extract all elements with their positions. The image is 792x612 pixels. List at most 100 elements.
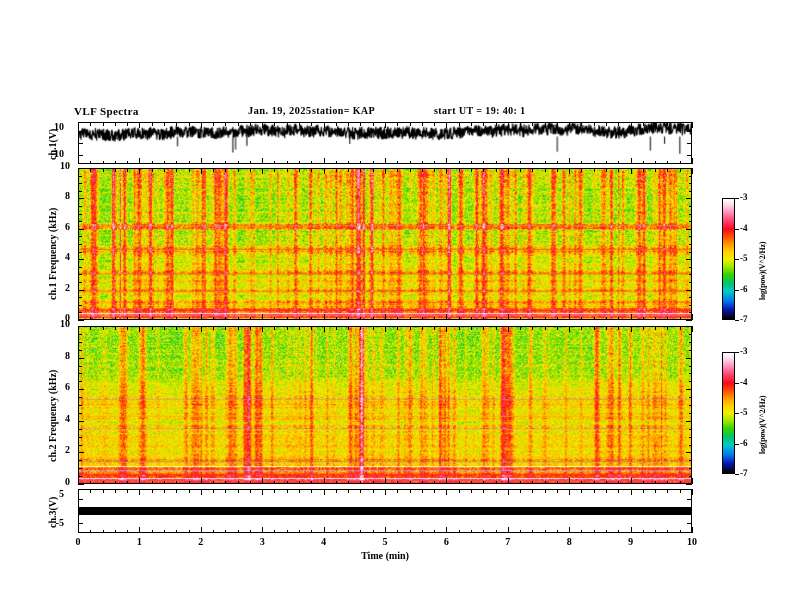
colorbar-tick-label-ch2: -5: [740, 407, 748, 417]
x-tick-mark: [692, 527, 693, 533]
x-tick-mark: [90, 326, 92, 330]
x-tick-mark: [434, 489, 436, 493]
y-tick-mark: [688, 175, 692, 177]
y-tick-mark: [688, 244, 692, 245]
x-tick-mark: [274, 160, 276, 164]
x-tick-mark: [213, 326, 215, 330]
x-tick-mark: [78, 527, 79, 533]
x-tick-mark: [348, 316, 350, 320]
x-tick-mark: [593, 326, 595, 330]
x-tick-mark: [188, 122, 190, 126]
x-tick-mark: [581, 122, 583, 126]
x-tick-mark: [458, 480, 460, 484]
y-tick-mark: [688, 221, 692, 223]
x-tick-mark: [372, 326, 374, 330]
x-tick-mark: [225, 160, 227, 164]
x-tick-mark: [667, 480, 669, 484]
x-tick-mark: [286, 168, 288, 172]
x-tick-mark: [139, 314, 141, 320]
x-tick-mark: [655, 168, 657, 172]
start-ut-label: start UT = 19: 40: 1: [434, 106, 526, 117]
x-tick-mark: [176, 489, 178, 493]
x-tick-mark: [286, 489, 288, 493]
x-tick-mark: [151, 160, 153, 164]
x-tick-mark: [213, 122, 215, 126]
x-tick-mark: [102, 529, 104, 533]
colorbar-tick-label-ch2: -6: [740, 437, 748, 448]
x-tick-mark: [544, 122, 546, 126]
x-tick-mark: [458, 326, 460, 330]
x-tick-mark: [446, 478, 448, 484]
x-tick-mark: [434, 326, 436, 330]
x-tick-mark: [78, 314, 79, 320]
x-tick-mark: [237, 489, 239, 493]
x-tick-mark: [163, 316, 165, 320]
x-tick-mark: [151, 326, 153, 330]
colorbar-tick: [735, 413, 739, 414]
x-tick-mark: [679, 489, 681, 493]
x-tick-mark: [483, 316, 485, 320]
x-tick-mark: [176, 529, 178, 533]
x-tick-mark: [249, 480, 251, 484]
x-tick-mark: [114, 168, 116, 172]
ch2-spectrogram-plot-area: [79, 327, 691, 483]
x-tick-mark: [397, 529, 399, 533]
x-tick-mark: [606, 168, 608, 172]
x-tick-mark: [90, 529, 92, 533]
x-tick-mark: [323, 158, 325, 164]
y-tick-mark: [78, 326, 84, 327]
x-tick-mark: [385, 122, 386, 128]
x-tick-mark: [679, 529, 681, 533]
x-tick-mark: [409, 489, 411, 493]
x-tick-mark: [225, 316, 227, 320]
x-tick-label-5: 5: [382, 537, 388, 548]
x-tick-mark: [556, 168, 558, 172]
x-tick-mark: [114, 529, 116, 533]
x-tick-label-0: 0: [75, 537, 81, 548]
x-tick-mark: [593, 529, 595, 533]
x-tick-mark: [397, 168, 399, 172]
x-tick-mark: [618, 122, 620, 126]
x-tick-mark: [606, 326, 608, 330]
x-tick-mark: [544, 529, 546, 533]
x-tick-mark: [630, 326, 632, 332]
x-tick-mark: [532, 529, 534, 533]
y-tick-mark: [686, 320, 692, 321]
x-tick-mark: [200, 168, 202, 174]
x-tick-mark: [311, 529, 313, 533]
y-tick-mark: [78, 341, 82, 343]
x-tick-mark: [470, 529, 472, 533]
x-tick-mark: [630, 122, 632, 128]
ch2-freq-tick-8: 8: [65, 350, 70, 362]
y-tick-mark: [688, 349, 692, 351]
y-tick-mark: [687, 143, 692, 144]
x-tick-mark: [176, 168, 178, 172]
y-tick-mark: [686, 420, 692, 422]
x-tick-mark: [397, 480, 399, 484]
x-tick-mark: [188, 316, 190, 320]
x-tick-mark: [679, 326, 681, 330]
x-tick-mark: [606, 316, 608, 320]
y-tick-mark: [687, 154, 692, 156]
y-tick-mark: [688, 381, 692, 383]
x-tick-mark: [237, 168, 239, 172]
x-tick-mark: [507, 314, 509, 320]
y-tick-mark: [688, 333, 692, 335]
x-tick-mark: [679, 168, 681, 172]
x-tick-mark: [78, 122, 79, 128]
ch3-waveform-plot-area: [79, 490, 691, 532]
x-tick-mark: [642, 160, 644, 164]
x-tick-mark: [606, 160, 608, 164]
x-tick-mark: [421, 316, 423, 320]
x-tick-mark: [274, 480, 276, 484]
x-tick-mark: [532, 160, 534, 164]
y-tick-mark: [78, 428, 82, 430]
x-tick-mark: [409, 316, 411, 320]
x-tick-mark: [692, 158, 693, 164]
x-tick-mark: [188, 529, 190, 533]
ch2-spectrogram-panel: [78, 326, 692, 484]
x-tick-mark: [446, 168, 448, 174]
colorbar-tick-label-ch2: -4: [740, 376, 748, 387]
x-tick-mark: [679, 122, 681, 126]
y-tick-mark: [688, 405, 692, 406]
